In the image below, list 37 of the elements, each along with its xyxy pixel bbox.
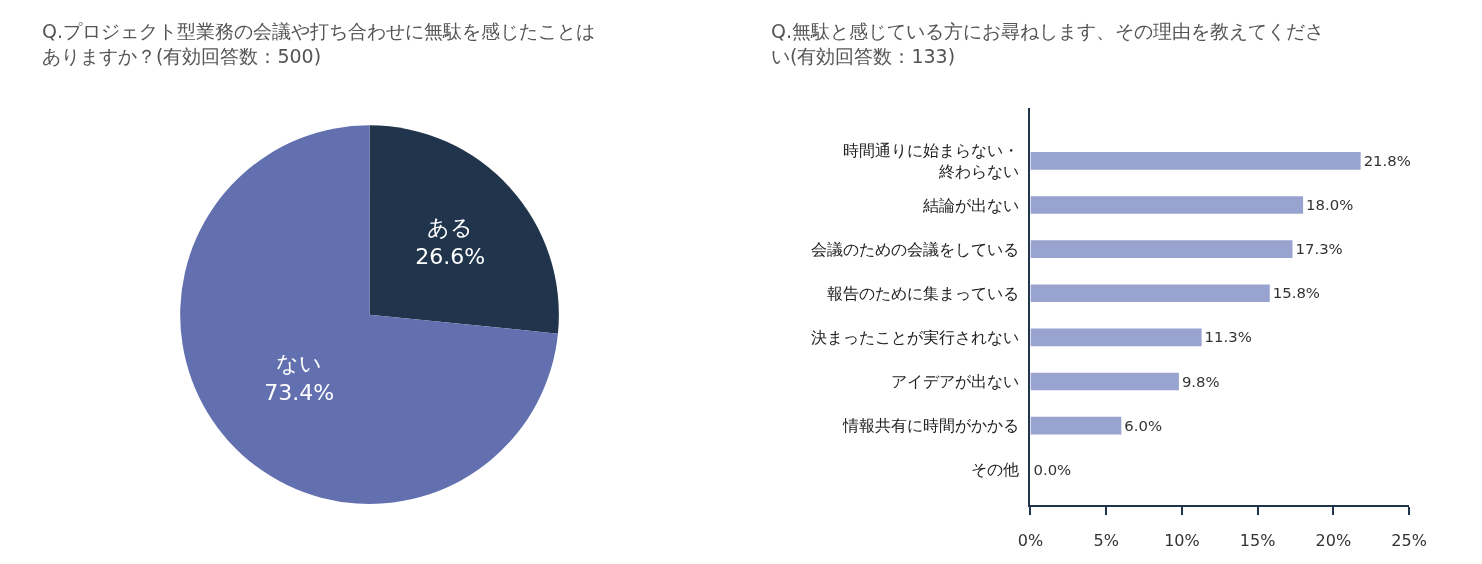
- x-tick-label: 10%: [1164, 531, 1200, 551]
- y-tick-label: 決まったことが実行されない: [811, 327, 1020, 347]
- chart-title: Q.プロジェクト型業務の会議や打ち合わせに無駄を感じたことはありますか？(有効回答数：500): [42, 20, 595, 67]
- pie-slice: [369, 125, 559, 334]
- bar: [1030, 152, 1361, 170]
- y-tick-label: 報告のために集まっている: [827, 283, 1020, 303]
- data-label: 17.3%: [1295, 240, 1343, 259]
- x-tick-label: 25%: [1391, 531, 1427, 551]
- bar: [1030, 196, 1304, 214]
- data-label: 26.6%: [415, 243, 486, 269]
- x-tick-label: 0%: [1017, 531, 1044, 551]
- y-tick-label: 会議のための会議をしている: [811, 239, 1020, 259]
- x-tick-label: 5%: [1093, 531, 1119, 551]
- x-tick-label: 20%: [1315, 531, 1352, 551]
- bar: [1030, 416, 1122, 435]
- x-tick-label: 15%: [1239, 531, 1276, 551]
- y-tick-label: 時間通りに始まらない・終わらない: [843, 141, 1020, 181]
- bar: [1030, 240, 1293, 258]
- y-tick-label: アイデアが出ない: [891, 372, 1020, 392]
- data-label: 21.8%: [1363, 151, 1411, 170]
- bar: [1030, 328, 1202, 347]
- data-label: 73.4%: [264, 379, 335, 405]
- data-label: 18.0%: [1306, 196, 1354, 215]
- chart-title: Q.無駄と感じている方にお尋ねします、その理由を教えてください(有効回答数：133): [771, 20, 1324, 67]
- data-label: 6.0%: [1124, 416, 1163, 435]
- y-tick-label: 結論が出ない: [922, 195, 1020, 215]
- slice-label: ある: [427, 214, 474, 240]
- data-label: 15.8%: [1272, 284, 1320, 303]
- pie-slice: [180, 125, 558, 504]
- y-tick-label: その他: [971, 460, 1020, 480]
- data-label: 0.0%: [1033, 460, 1072, 479]
- bar: [1030, 372, 1179, 391]
- data-label: 11.3%: [1204, 328, 1252, 347]
- data-label: 9.8%: [1181, 372, 1220, 391]
- bar: [1030, 284, 1270, 303]
- slice-label: ない: [276, 351, 323, 377]
- y-tick-label: 情報共有に時間がかかる: [842, 416, 1020, 436]
